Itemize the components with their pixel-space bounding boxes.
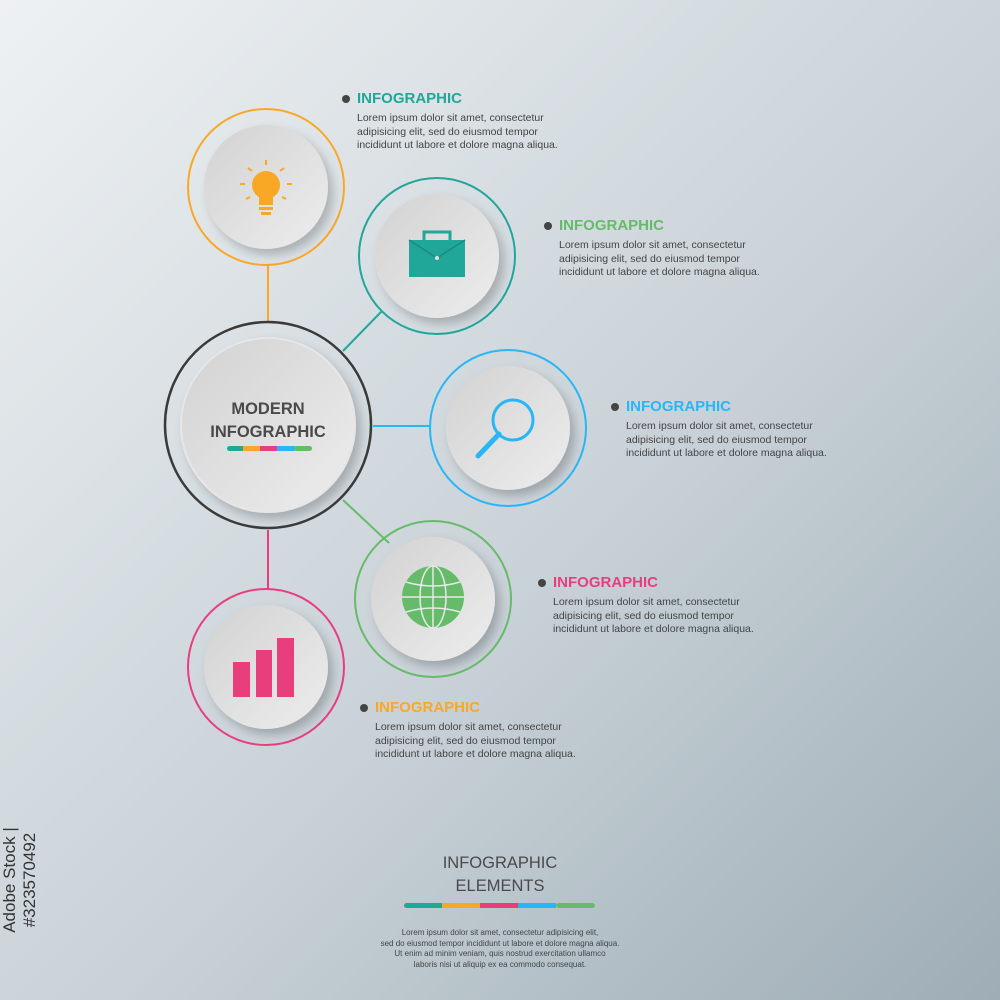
footer-color-bar [404, 903, 595, 908]
node-lightbulb [187, 108, 345, 266]
lightbulb-icon [240, 160, 292, 215]
text-line: adipisicing elit, sed do eiusmod tempor [357, 125, 538, 138]
color-bar [227, 446, 312, 451]
text-line: Lorem ipsum dolor sit amet, consectetur [375, 721, 562, 733]
bullet-dot [360, 704, 368, 712]
center-title-line1: MODERN [231, 400, 305, 418]
search-icon [475, 398, 535, 459]
text-line: adipisicing elit, sed do eiusmod tempor [375, 734, 556, 747]
text-line: incididunt ut labore et dolore magna ali… [357, 139, 558, 152]
text-line: adipisicing elit, sed do eiusmod tempor [626, 433, 807, 446]
bullet-dot [538, 579, 546, 587]
label-title: INFOGRAPHIC [553, 574, 658, 591]
label-text: Lorem ipsum dolor sit amet, consectetur … [375, 721, 615, 762]
label-title: INFOGRAPHIC [626, 398, 731, 415]
node-globe [354, 520, 512, 678]
center-title-line2: INFOGRAPHIC [210, 423, 326, 441]
label-title: INFOGRAPHIC [375, 699, 480, 716]
text-line: incididunt ut labore et dolore magna ali… [553, 623, 754, 636]
label-5: INFOGRAPHIC Lorem ipsum dolor sit amet, … [360, 699, 615, 762]
label-text: Lorem ipsum dolor sit amet, consectetur … [626, 420, 866, 461]
center-title: MODERN INFOGRAPHIC [188, 398, 348, 444]
text-line: Lorem ipsum dolor sit amet, consectetur … [401, 928, 599, 937]
footer-title-line1: INFOGRAPHIC [442, 854, 558, 872]
center-node [163, 320, 373, 530]
bullet-dot [544, 222, 552, 230]
node-briefcase [358, 177, 516, 335]
text-line: Lorem ipsum dolor sit amet, consectetur [559, 239, 746, 251]
footer: INFOGRAPHIC ELEMENTS Lorem ipsum dolor s… [370, 852, 630, 970]
text-line: incididunt ut labore et dolore magna ali… [559, 266, 760, 279]
label-4: INFOGRAPHIC Lorem ipsum dolor sit amet, … [538, 574, 793, 637]
label-1: INFOGRAPHIC Lorem ipsum dolor sit amet, … [342, 90, 597, 153]
text-line: laboris nisi ut aliquip ex ea commodo co… [413, 959, 587, 969]
text-line: sed do eiusmod tempor incididunt ut labo… [380, 938, 620, 948]
bullet-dot [342, 95, 350, 103]
footer-title-line2: ELEMENTS [455, 877, 545, 895]
label-text: Lorem ipsum dolor sit amet, consectetur … [559, 239, 799, 280]
text-line: incididunt ut labore et dolore magna ali… [375, 748, 576, 761]
text-line: incididunt ut labore et dolore magna ali… [626, 447, 827, 460]
text-line: Ut enim ad minim veniam, quis nostrud ex… [394, 949, 606, 958]
bar-chart-icon [233, 638, 294, 697]
globe-icon [402, 565, 464, 629]
label-text: Lorem ipsum dolor sit amet, consectetur … [357, 112, 597, 153]
label-text: Lorem ipsum dolor sit amet, consectetur … [553, 596, 793, 637]
footer-text: Lorem ipsum dolor sit amet, consectetur … [370, 928, 630, 970]
label-2: INFOGRAPHIC Lorem ipsum dolor sit amet, … [544, 217, 799, 280]
label-3: INFOGRAPHIC Lorem ipsum dolor sit amet, … [611, 398, 866, 461]
node-search [429, 349, 587, 507]
node-bar-chart [187, 588, 345, 746]
stock-id-watermark: Adobe Stock | #323570492 [0, 827, 39, 933]
label-title: INFOGRAPHIC [357, 90, 462, 107]
connector-4 [342, 499, 390, 544]
bullet-dot [611, 403, 619, 411]
text-line: adipisicing elit, sed do eiusmod tempor [559, 252, 740, 265]
briefcase-icon [408, 230, 466, 277]
text-line: Lorem ipsum dolor sit amet, consectetur [626, 420, 813, 432]
text-line: Lorem ipsum dolor sit amet, consectetur [357, 112, 544, 124]
text-line: Lorem ipsum dolor sit amet, consectetur [553, 596, 740, 608]
connector-2 [342, 310, 383, 352]
label-title: INFOGRAPHIC [559, 217, 664, 234]
text-line: adipisicing elit, sed do eiusmod tempor [553, 609, 734, 622]
